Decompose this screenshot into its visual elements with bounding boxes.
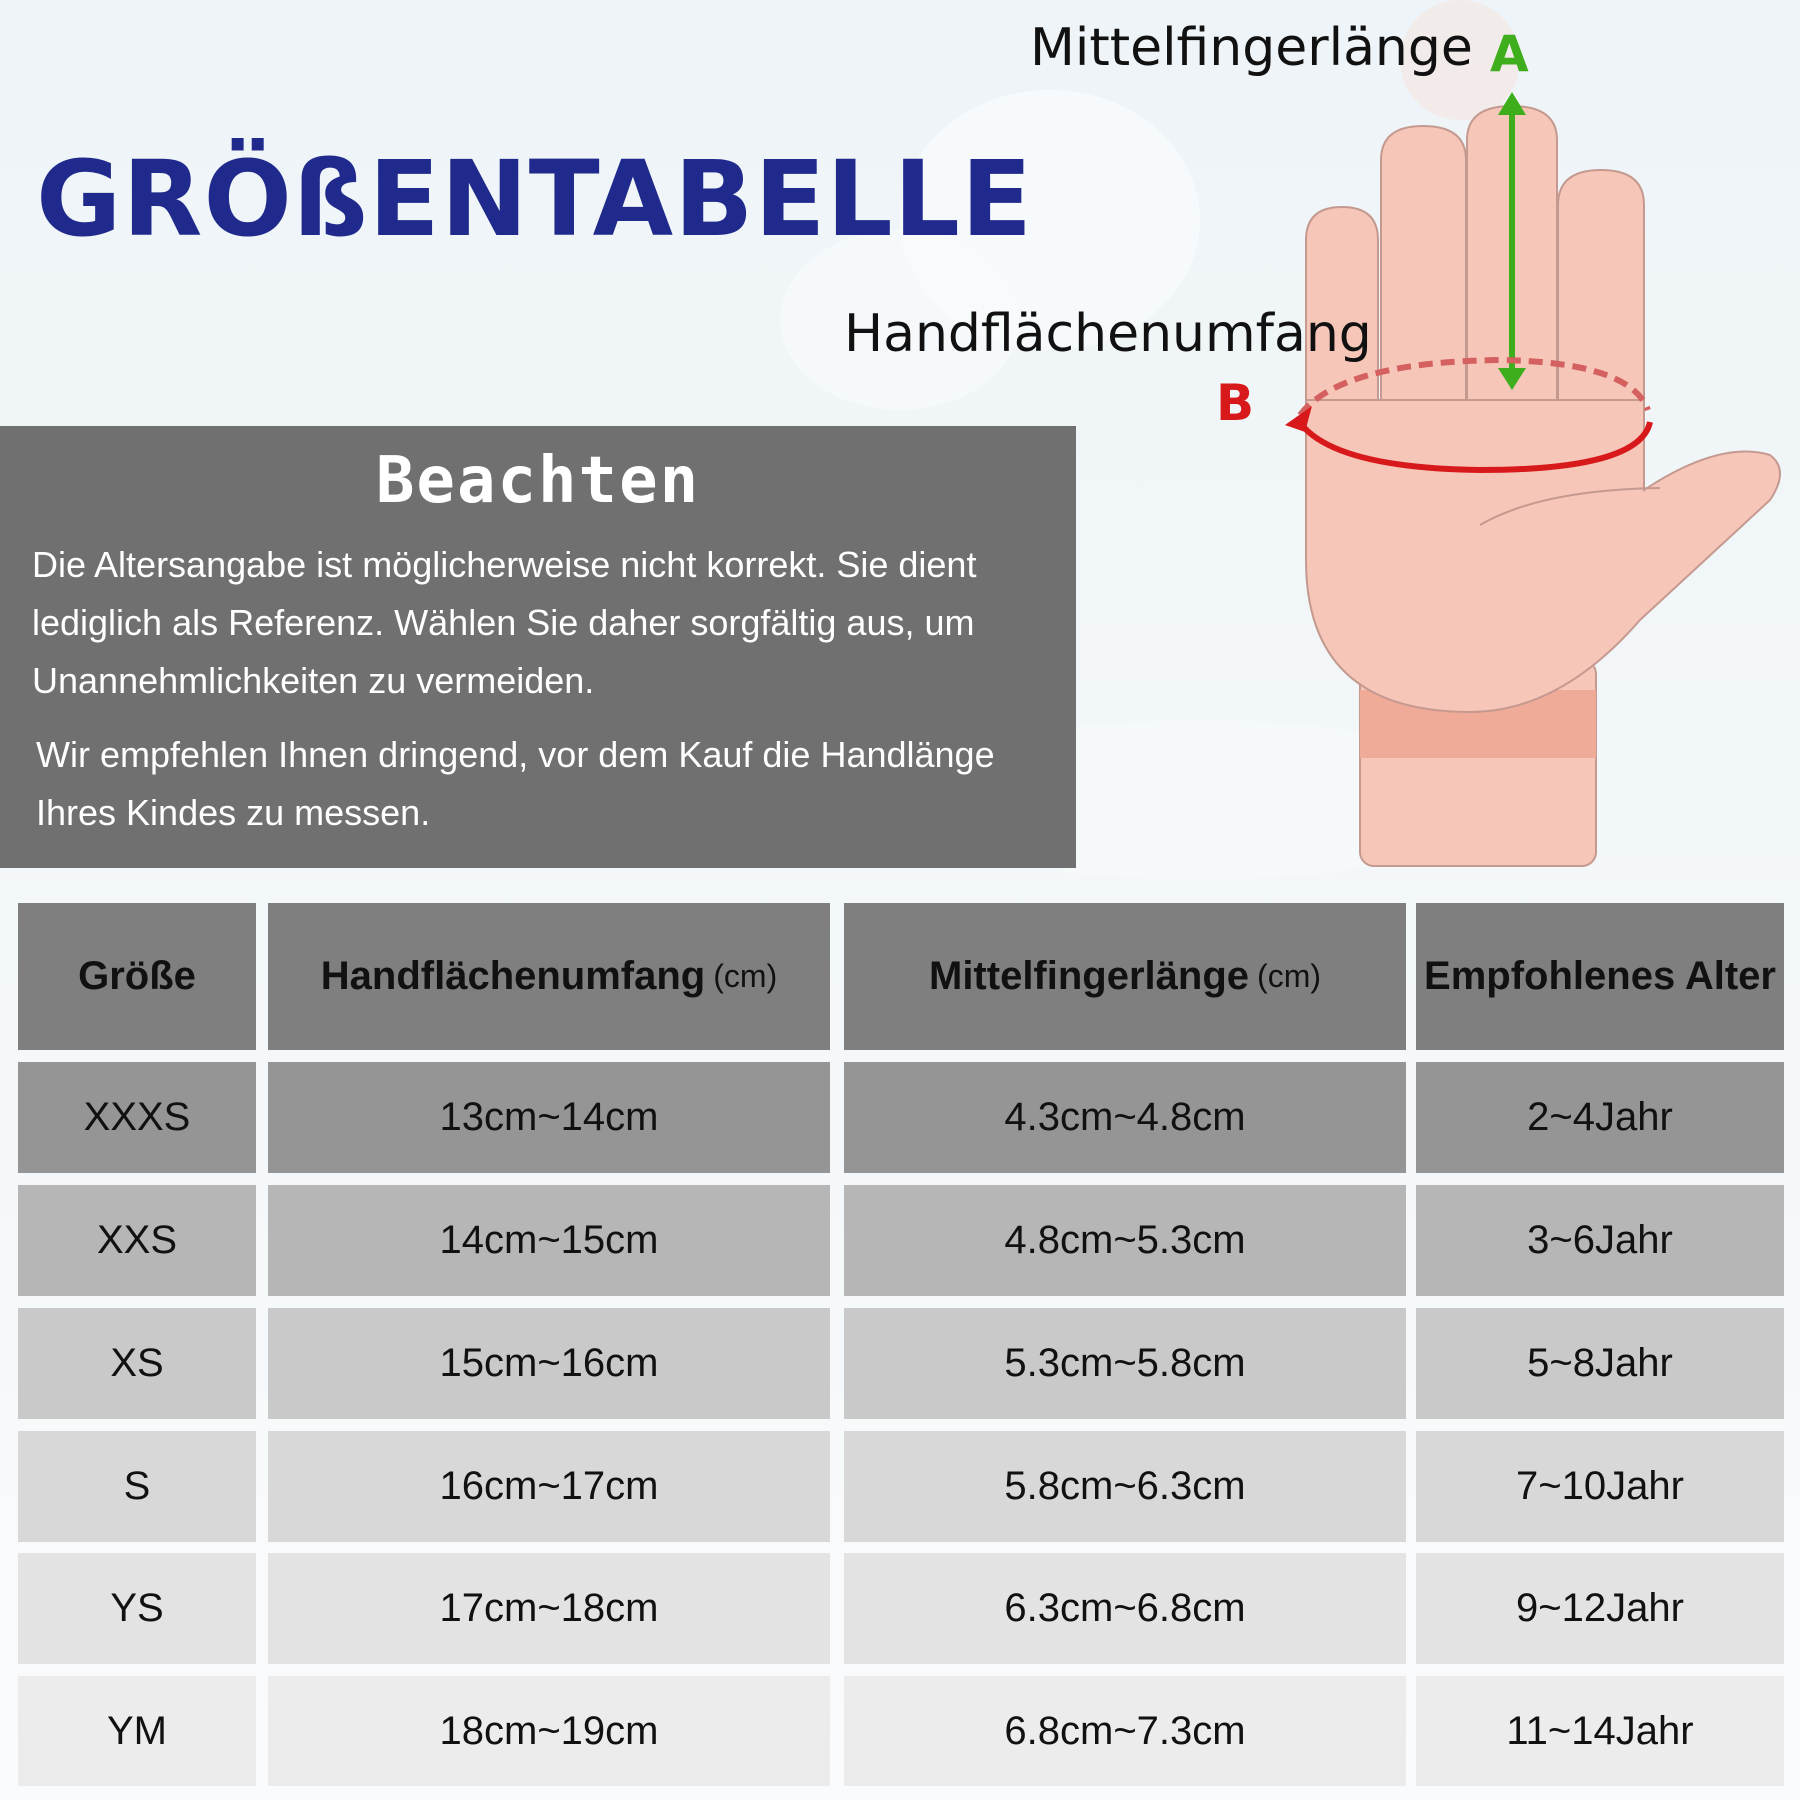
table-row-finger-cell: 6.3cm~6.8cm [844,1553,1406,1664]
letter-b-marker: B [1216,374,1255,432]
letter-a-marker: A [1490,25,1529,83]
header-label: Empfohlenes Alter [1424,954,1776,998]
note-paragraph-measure: Wir empfehlen Ihnen dringend, vor dem Ka… [36,734,995,833]
arrow-b-icon [1285,356,1653,474]
table-row-size-cell: YS [18,1553,256,1664]
table-row-age-cell: 5~8Jahr [1416,1308,1784,1419]
note-heading: Beachten [375,444,701,518]
note-box: Beachten Die Altersangabe ist möglicherw… [0,426,1076,868]
table-row-palm-cell: 15cm~16cm [268,1308,830,1419]
table-row-age-cell: 9~12Jahr [1416,1553,1784,1664]
table-row-size-cell: S [18,1431,256,1542]
table-row-size-cell: XXXS [18,1062,256,1173]
header-unit: (cm) [1257,958,1321,994]
header-label: Größe [78,954,196,998]
header-label: Mittelfingerlänge [929,954,1250,998]
table-row-finger-cell: 4.8cm~5.3cm [844,1185,1406,1296]
middle-finger-length-label: Mittelfingerlänge [1030,18,1473,78]
header-label: Handflächenumfang [320,954,706,998]
table-row-age-cell: 3~6Jahr [1416,1185,1784,1296]
table-row-finger-cell: 6.8cm~7.3cm [844,1676,1406,1786]
table-row-palm-cell: 13cm~14cm [268,1062,830,1173]
table-row-palm-cell: 14cm~15cm [268,1185,830,1296]
table-row-size-cell: XS [18,1308,256,1419]
page-title: GRÖßENTABELLE [36,138,1033,260]
table-row-palm-cell: 17cm~18cm [268,1553,830,1664]
table-row-finger-cell: 5.3cm~5.8cm [844,1308,1406,1419]
table-row-finger-cell: 5.8cm~6.3cm [844,1431,1406,1542]
hand-illustration [1305,104,1781,867]
table-row-age-cell: 11~14Jahr [1416,1676,1784,1786]
table-row-finger-cell: 4.3cm~4.8cm [844,1062,1406,1173]
note-paragraph-age: Die Altersangabe ist möglicherweise nich… [32,544,977,701]
header-unit: (cm) [713,958,778,994]
table-row-size-cell: XXS [18,1185,256,1296]
table-row-age-cell: 2~4Jahr [1416,1062,1784,1173]
header-size: Größe [18,903,256,1050]
header-age: Empfohlenes Alter [1416,903,1784,1050]
palm-circumference-label: Handflächenumfang [844,304,1372,364]
table-row-palm-cell: 16cm~17cm [268,1431,830,1542]
header-finger-length: Mittelfingerlänge (cm) [844,903,1406,1050]
table-row-palm-cell: 18cm~19cm [268,1676,830,1786]
table-row-age-cell: 7~10Jahr [1416,1431,1784,1542]
header-palm-circumference: Handflächenumfang (cm) [268,903,830,1050]
table-row-size-cell: YM [18,1676,256,1786]
arrow-a-icon [1498,92,1526,390]
